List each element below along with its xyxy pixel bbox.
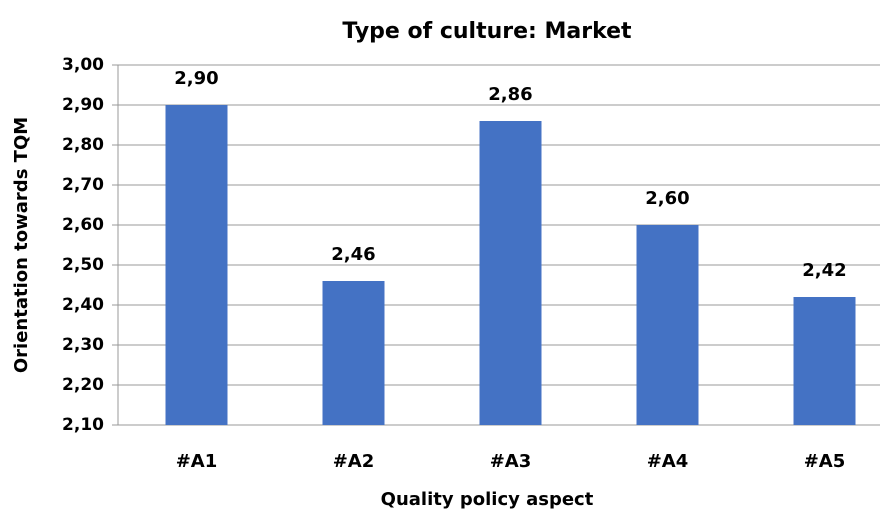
x-tick-label: #A4 [647,451,689,472]
bar [165,105,228,425]
value-label: 2,86 [488,84,532,105]
bar [322,281,385,425]
y-tick-label: 2,10 [62,415,104,435]
y-tick-label: 2,40 [62,295,104,315]
y-tick-label: 2,90 [62,95,104,115]
chart-title: Type of culture: Market [342,19,632,44]
y-tick-label: 2,70 [62,175,104,195]
y-tick-label: 3,00 [62,55,104,75]
y-tick-label: 2,80 [62,135,104,155]
bar [793,297,856,425]
x-tick-label: #A3 [490,451,532,472]
x-tick-label: #A2 [333,451,375,472]
y-tick-label: 2,50 [62,255,104,275]
bar [479,121,542,425]
x-tick-label: #A5 [804,451,846,472]
y-tick-label: 2,30 [62,335,104,355]
value-label: 2,90 [174,68,218,89]
y-axis-label: Orientation towards TQM [11,117,32,373]
y-tick-label: 2,60 [62,215,104,235]
x-tick-label: #A1 [176,451,218,472]
bar [636,225,699,425]
value-label: 2,60 [645,188,689,209]
x-axis-label: Quality policy aspect [381,489,594,510]
value-label: 2,46 [331,244,375,265]
value-label: 2,42 [802,260,846,281]
y-tick-label: 2,20 [62,375,104,395]
